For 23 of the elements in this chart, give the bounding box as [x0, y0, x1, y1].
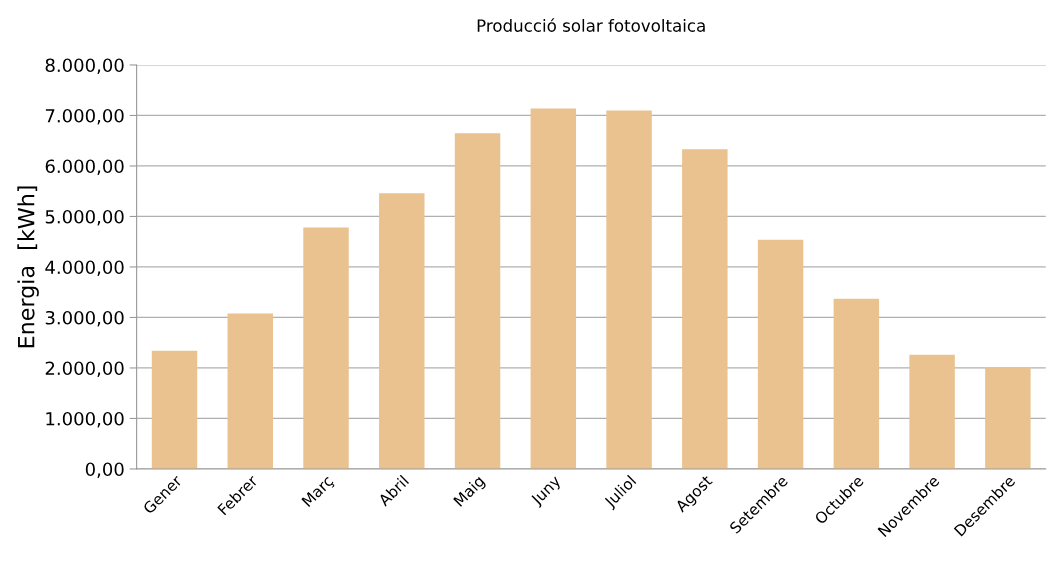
bar — [606, 110, 652, 469]
y-tick-label: 4.000,00 — [45, 260, 124, 276]
bar — [682, 149, 728, 469]
chart-title: Producció solar fotovoltaica — [477, 18, 705, 32]
bar — [227, 313, 273, 469]
y-tick-label: 1.000,00 — [46, 411, 124, 428]
y-tick-label: 3.000,00 — [45, 310, 124, 327]
bar — [454, 133, 501, 469]
bar — [833, 298, 880, 469]
bar — [909, 354, 955, 469]
y-tick-label: 5.000,00 — [45, 209, 124, 226]
y-tick-label: 6.000,00 — [45, 159, 124, 175]
y-tick-label: 7.000,00 — [45, 108, 124, 125]
bar — [985, 366, 1031, 469]
bar — [757, 239, 804, 469]
bar — [379, 193, 425, 469]
bar — [303, 227, 349, 469]
bar — [530, 108, 577, 469]
y-tick-label: 0,00 — [85, 462, 124, 478]
y-tick-label: 2.000,00 — [45, 361, 124, 377]
y-tick-label: 8.000,00 — [45, 58, 124, 74]
bar — [151, 350, 198, 469]
y-axis-title: Energia [kWh] — [17, 186, 39, 348]
